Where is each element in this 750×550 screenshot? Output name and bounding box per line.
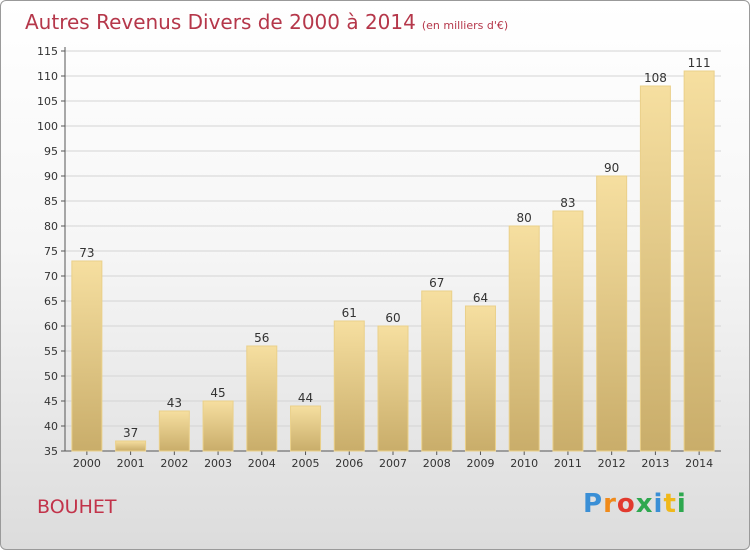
chart-unit: (en milliers d'€) (421, 19, 509, 32)
x-tick-label: 2008 (423, 457, 451, 470)
logo-letter: r (603, 489, 617, 519)
bar (421, 290, 453, 452)
x-tick-label: 2006 (335, 457, 363, 470)
bar-value-label: 67 (429, 276, 444, 290)
commune-name: BOUHET (37, 496, 117, 518)
bar-value-label: 80 (517, 211, 532, 225)
y-tick-label: 65 (44, 295, 58, 308)
bar-value-label: 44 (298, 391, 313, 405)
y-tick-label: 55 (44, 345, 58, 358)
bar (377, 325, 409, 452)
x-tick-label: 2010 (510, 457, 538, 470)
bar (290, 405, 322, 452)
x-tick-label: 2005 (292, 457, 320, 470)
data-labels: 73 37 43 45 56 44 61 60 67 64 80 83 90 108 111 (79, 56, 710, 440)
y-tick-label: 45 (44, 395, 58, 408)
y-tick-label: 50 (44, 370, 58, 383)
bar (464, 305, 496, 452)
logo-letter: i (653, 489, 664, 519)
bar (596, 175, 628, 452)
bar-value-label: 56 (254, 331, 269, 345)
proxiti-logo[interactable]: Proxiti (583, 489, 687, 519)
y-tick-label: 40 (44, 420, 58, 433)
bar-value-label: 61 (342, 306, 357, 320)
chart-title: Autres Revenus Divers de 2000 à 2014 (en … (25, 10, 508, 34)
y-tick-label: 110 (37, 70, 58, 83)
x-tick-label: 2014 (685, 457, 713, 470)
x-tick-label: 2012 (598, 457, 626, 470)
y-tick-label: 35 (44, 445, 58, 458)
x-tick-label: 2013 (641, 457, 669, 470)
logo-letter: i (676, 489, 687, 519)
logo-letter: P (583, 489, 604, 519)
y-tick-label: 85 (44, 195, 58, 208)
bar-value-label: 60 (385, 311, 400, 325)
bar (158, 410, 190, 452)
bar-value-label: 108 (644, 71, 667, 85)
y-tick-label: 100 (37, 120, 58, 133)
y-tick-label: 95 (44, 145, 58, 158)
bar-value-label: 64 (473, 291, 488, 305)
bars (71, 70, 715, 452)
x-tick-label: 2001 (117, 457, 145, 470)
y-tick-label: 60 (44, 320, 58, 333)
bar-value-label: 90 (604, 161, 619, 175)
bar-value-label: 111 (688, 56, 711, 70)
bar (508, 225, 540, 452)
x-tick-label: 2000 (73, 457, 101, 470)
bar (71, 260, 103, 452)
logo-letter: o (616, 489, 636, 519)
y-tick-label: 75 (44, 245, 58, 258)
bar-value-label: 43 (167, 396, 182, 410)
bar (552, 210, 584, 452)
y-tick-label: 115 (37, 45, 58, 58)
bar (246, 345, 278, 452)
chart-title-text: Autres Revenus Divers de 2000 à 2014 (25, 10, 416, 34)
bar (683, 70, 715, 452)
bar-value-label: 73 (79, 246, 94, 260)
y-tick-label: 90 (44, 170, 58, 183)
bar (202, 400, 234, 452)
y-tick-label: 105 (37, 95, 58, 108)
bar (639, 85, 671, 452)
x-tick-label: 2009 (466, 457, 494, 470)
y-tick-label: 80 (44, 220, 58, 233)
bar (115, 440, 147, 452)
bar-value-label: 37 (123, 426, 138, 440)
x-tick-label: 2011 (554, 457, 582, 470)
bar-value-label: 45 (210, 386, 225, 400)
logo-letter: t (663, 489, 677, 519)
x-tick-label: 2007 (379, 457, 407, 470)
x-tick-label: 2003 (204, 457, 232, 470)
x-tick-label: 2004 (248, 457, 276, 470)
bar-value-label: 83 (560, 196, 575, 210)
bar (333, 320, 365, 452)
x-tick-label: 2002 (160, 457, 188, 470)
y-tick-label: 70 (44, 270, 58, 283)
logo-letter: x (635, 489, 654, 519)
